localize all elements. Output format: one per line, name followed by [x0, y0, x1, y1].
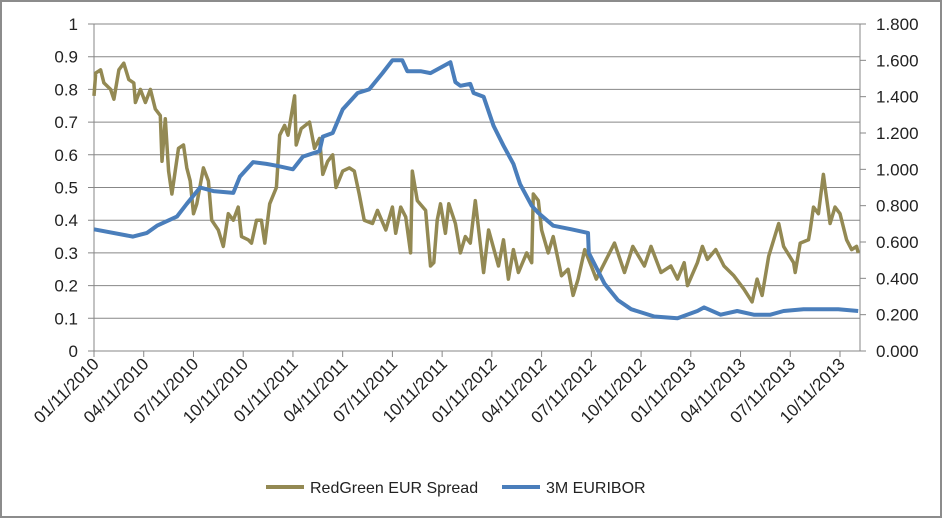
right-tick-label: 1.000: [876, 160, 919, 179]
right-tick-label: 1.400: [876, 88, 919, 107]
legend-label-euribor: 3M EURIBOR: [546, 480, 646, 497]
right-tick-label: 0.200: [876, 306, 919, 325]
x-axis-tick-labels: 01/11/201004/11/201007/11/201010/11/2010…: [30, 354, 849, 427]
series-line-3m-euribor: [93, 58, 859, 321]
right-tick-label: 1.800: [876, 15, 919, 34]
right-tick-label: 0.800: [876, 197, 919, 216]
left-tick-label: 0.8: [54, 80, 78, 99]
legend: RedGreen EUR Spread 3M EURIBOR: [266, 480, 646, 497]
left-axis-tick-labels: 0 0.1 0.2 0.3 0.4 0.5 0.6 0.7 0.8 0.9 1: [54, 15, 78, 361]
left-tick-label: 0.1: [54, 309, 78, 328]
left-tick-label: 0.4: [54, 211, 78, 230]
right-tick-label: 1.600: [876, 51, 919, 70]
legend-label-spread: RedGreen EUR Spread: [310, 480, 478, 497]
series-line-redgreen-spread: [92, 61, 860, 304]
left-tick-label: 0.7: [54, 113, 78, 132]
left-tick-label: 0.6: [54, 146, 78, 165]
left-tick-label: 0.3: [54, 244, 78, 263]
right-tick-label: 0.000: [876, 342, 919, 361]
series-lines: [92, 58, 860, 321]
right-axis-tick-labels: 0.000 0.200 0.400 0.600 0.800 1.000 1.200 1.400…: [876, 15, 919, 361]
right-tick-label: 0.600: [876, 233, 919, 252]
gridlines: [88, 23, 860, 319]
left-tick-label: 0.2: [54, 277, 78, 296]
right-tick-label: 0.400: [876, 269, 919, 288]
right-tick-label: 1.200: [876, 124, 919, 143]
left-tick-label: 0.9: [54, 48, 78, 67]
left-tick-label: 1: [69, 15, 78, 34]
left-tick-label: 0.5: [54, 179, 78, 198]
left-tick-label: 0: [69, 342, 78, 361]
